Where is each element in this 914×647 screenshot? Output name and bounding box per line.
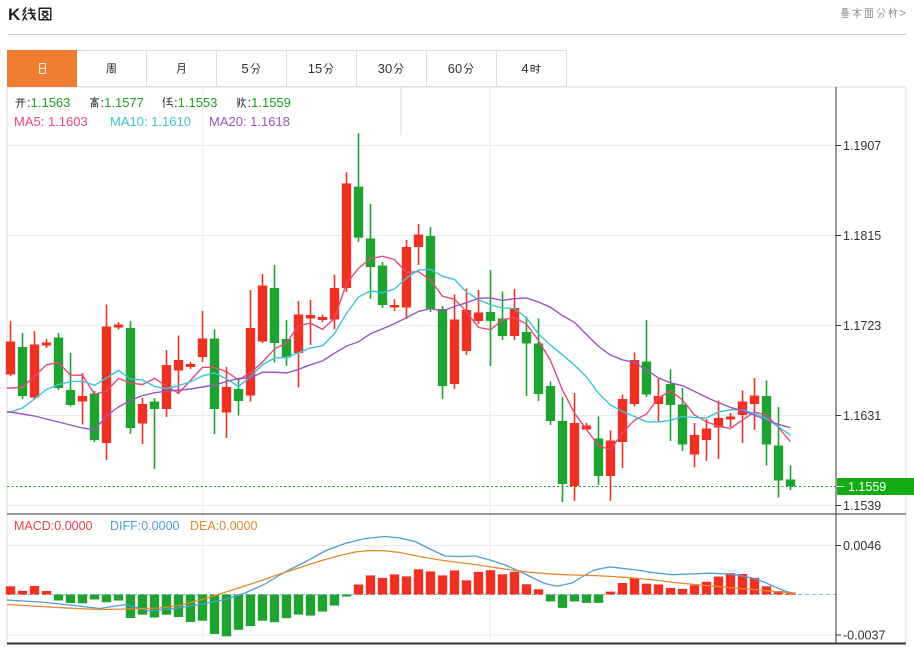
svg-text:1.1815: 1.1815 — [843, 229, 881, 243]
svg-text:0.0046: 0.0046 — [843, 539, 881, 553]
svg-text:-0.0037: -0.0037 — [843, 629, 885, 643]
svg-text:1.1907: 1.1907 — [843, 139, 881, 153]
svg-text:1.1559: 1.1559 — [848, 480, 886, 494]
svg-text:1.1539: 1.1539 — [843, 499, 881, 513]
svg-text:1.1631: 1.1631 — [843, 409, 881, 423]
svg-text:1.1723: 1.1723 — [843, 319, 881, 333]
